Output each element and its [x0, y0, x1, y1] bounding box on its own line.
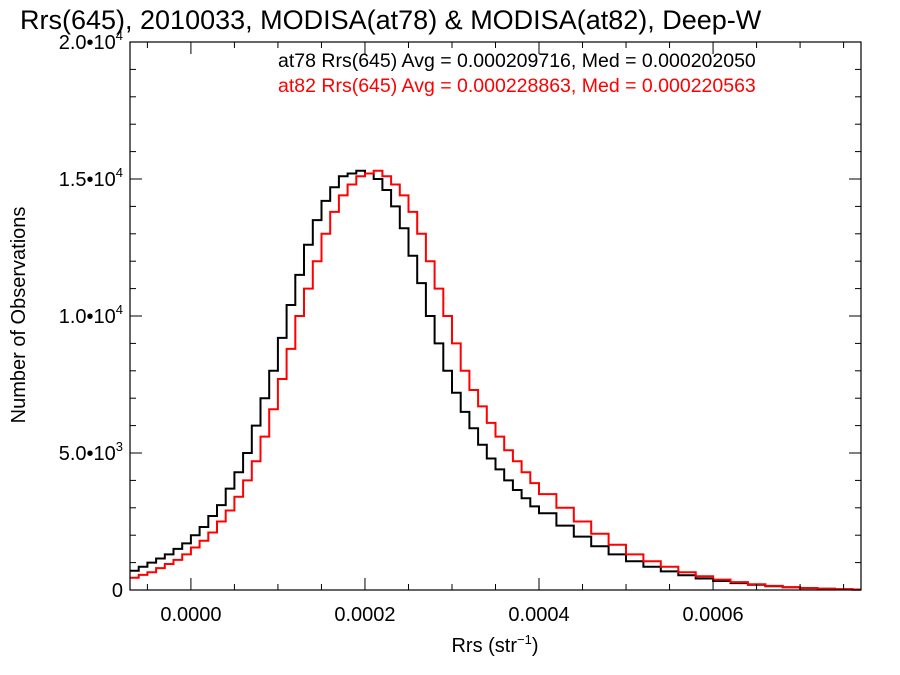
x-tick-label: 0.0002 — [334, 604, 395, 626]
y-tick-label: 0 — [112, 580, 123, 602]
x-axis-label: Rrs (str−1) — [451, 632, 538, 657]
x-tick-label: 0.0006 — [682, 604, 743, 626]
x-axis-label-exponent: −1 — [517, 632, 532, 647]
x-axis-label-text: Rrs (str — [451, 635, 517, 657]
y-tick-label: 5.0•103 — [59, 439, 123, 465]
y-axis: 0 5.0•103 1.0•104 1.5•104 2.0•104 — [59, 28, 861, 602]
x-tick-label: 0.0000 — [160, 604, 221, 626]
chart-title: Rrs(645), 2010033, MODISA(at78) & MODISA… — [20, 5, 762, 35]
y-tick-label: 2.0•104 — [59, 28, 123, 54]
legend-entry-1: at78 Rrs(645) Avg = 0.000209716, Med = 0… — [278, 50, 756, 72]
x-tick-label: 0.0004 — [508, 604, 569, 626]
series-line-1 — [130, 169, 861, 591]
plot-frame — [129, 41, 862, 591]
x-axis-label-close: ) — [532, 635, 539, 657]
x-axis: 0.0000 0.0002 0.0004 0.0006 — [146, 42, 845, 626]
y-tick-label: 1.5•104 — [59, 165, 123, 191]
legend-entry-2: at82 Rrs(645) Avg = 0.000228863, Med = 0… — [278, 75, 756, 97]
series-layer — [130, 169, 861, 591]
y-axis-label: Number of Observations — [8, 207, 30, 424]
series-line-2 — [130, 169, 861, 591]
legend: at78 Rrs(645) Avg = 0.000209716, Med = 0… — [278, 50, 756, 97]
y-tick-label: 1.0•104 — [59, 302, 123, 328]
